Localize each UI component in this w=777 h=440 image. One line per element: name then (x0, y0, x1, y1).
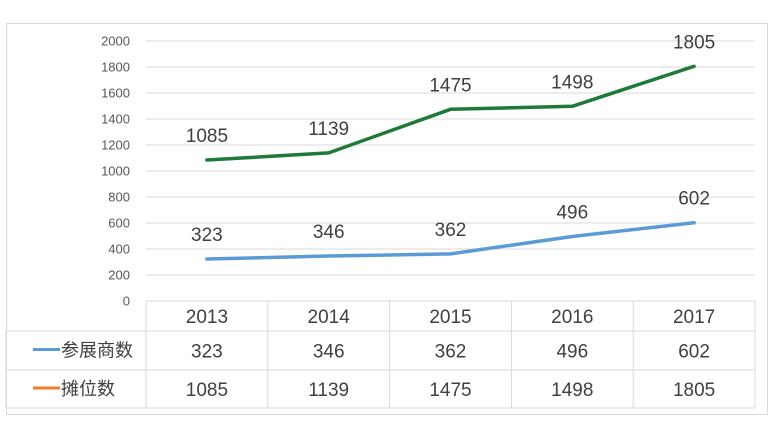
y-tick-label: 0 (123, 294, 130, 309)
data-label: 1498 (551, 72, 593, 93)
table-header-cell: 2013 (186, 307, 228, 328)
table-cell: 496 (556, 342, 588, 363)
table-cell: 346 (313, 342, 345, 363)
table-cell: 362 (435, 342, 467, 363)
series-line-1 (205, 220, 696, 261)
y-tick-label: 1400 (101, 112, 130, 127)
y-axis-ticks: 0 200 400 600 800 1000 1200 1400 1600 1800 2000 (101, 34, 130, 309)
table-header-cell: 2016 (551, 307, 593, 328)
table-cell: 323 (191, 342, 223, 363)
table-cell: 1805 (673, 380, 715, 401)
table-cell: 1085 (186, 380, 228, 401)
data-label: 1139 (308, 119, 349, 140)
table-header-cell: 2017 (673, 307, 715, 328)
data-table: 2013 2014 2015 2016 2017 参展商数 323 346 362 496 602 摊… (5, 300, 756, 409)
table-row-label: 参展商数 (61, 341, 133, 361)
table-header-cell: 2014 (308, 307, 351, 328)
series-line-2 (205, 64, 696, 162)
data-label: 323 (191, 225, 223, 246)
data-label: 1085 (186, 126, 228, 147)
gridlines (146, 40, 755, 276)
y-tick-label: 2000 (101, 34, 130, 49)
table-cell: 1139 (308, 380, 349, 401)
table-cell: 1498 (551, 380, 593, 401)
y-tick-label: 1800 (101, 60, 130, 75)
data-labels: 323 346 362 496 602 1085 1139 1475 1498 1805 (186, 32, 715, 246)
data-label: 496 (556, 203, 588, 224)
table-header-cell: 2015 (429, 307, 471, 328)
data-label: 602 (678, 189, 710, 210)
y-tick-label: 1200 (101, 138, 130, 153)
data-label: 362 (435, 220, 467, 241)
series-lines (205, 64, 696, 261)
table-cell: 602 (678, 342, 710, 363)
chart-frame (6, 23, 768, 415)
table-cell: 1475 (429, 380, 471, 401)
data-label: 346 (313, 222, 345, 243)
y-tick-label: 800 (108, 190, 130, 205)
data-label: 1475 (429, 75, 471, 96)
y-tick-label: 600 (108, 216, 130, 231)
y-tick-label: 1600 (101, 86, 130, 101)
y-tick-label: 200 (108, 268, 130, 283)
y-tick-label: 400 (108, 242, 130, 257)
table-row-label: 摊位数 (61, 379, 115, 399)
data-label: 1805 (673, 32, 715, 53)
y-tick-label: 1000 (101, 164, 130, 179)
